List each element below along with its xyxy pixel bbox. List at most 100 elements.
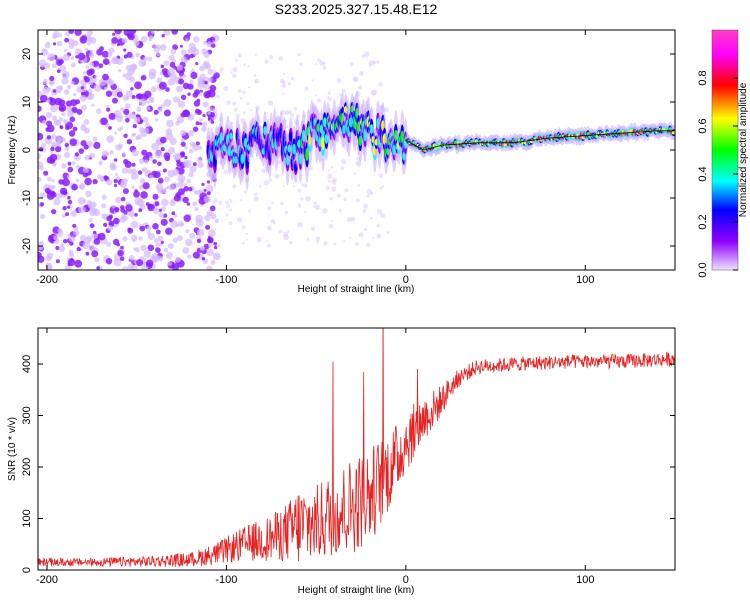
noise-speck [84, 177, 92, 186]
noise-speck [358, 232, 364, 238]
noise-speck [121, 37, 127, 43]
noise-speck [89, 81, 94, 86]
noise-speck [161, 206, 166, 212]
noise-speck [185, 229, 190, 234]
noise-speck [305, 195, 311, 202]
noise-speck [58, 33, 63, 37]
noise-speck [322, 61, 326, 65]
noise-speck [112, 97, 118, 104]
noise-speck [153, 171, 161, 179]
noise-speck [131, 149, 139, 157]
noise-speck [207, 68, 213, 75]
noise-speck [68, 130, 76, 137]
noise-speck [41, 64, 45, 68]
noise-speck [186, 179, 191, 184]
noise-speck [94, 75, 98, 79]
noise-speck [89, 152, 96, 159]
noise-speck [78, 148, 85, 154]
noise-speck [141, 149, 148, 156]
noise-speck [195, 141, 200, 146]
noise-speck [46, 87, 51, 92]
noise-speck [131, 234, 138, 242]
noise-speck [300, 197, 304, 201]
noise-speck [148, 72, 156, 80]
noise-speck [338, 208, 342, 213]
noise-speck [76, 246, 81, 252]
noise-speck [70, 210, 78, 217]
noise-speck [216, 94, 220, 99]
noise-speck [183, 183, 187, 187]
noise-speck [55, 245, 60, 251]
noise-speck [131, 185, 135, 189]
noise-speck [55, 146, 62, 153]
noise-speck [134, 81, 142, 90]
noise-speck [204, 80, 208, 85]
noise-speck [372, 236, 375, 239]
colorbar-tick-label: 0.0 [697, 262, 709, 277]
noise-speck [123, 108, 130, 115]
noise-speck [278, 56, 284, 61]
noise-speck [381, 185, 385, 188]
noise-speck [253, 196, 259, 202]
noise-speck [160, 136, 167, 144]
noise-speck [52, 63, 57, 69]
noise-speck [234, 58, 238, 62]
noise-speck [329, 197, 333, 201]
noise-speck [128, 30, 137, 35]
noise-speck [207, 77, 213, 83]
noise-speck [180, 56, 187, 63]
noise-speck [60, 107, 65, 111]
noise-speck [165, 128, 173, 135]
noise-speck [48, 97, 57, 106]
noise-speck [152, 193, 159, 200]
noise-speck [182, 109, 190, 118]
noise-speck [164, 155, 170, 162]
noise-speck [253, 74, 257, 77]
noise-speck [132, 123, 137, 129]
noise-speck [297, 221, 303, 228]
noise-speck [176, 235, 183, 242]
noise-speck [316, 240, 319, 244]
noise-speck [52, 34, 57, 40]
noise-speck [83, 144, 89, 150]
noise-speck [106, 241, 112, 247]
noise-speck [71, 106, 78, 113]
noise-speck [327, 96, 333, 101]
noise-speck [203, 91, 211, 99]
noise-speck [209, 84, 217, 92]
snr-y-label: SNR (10 * v/v) [7, 417, 18, 481]
noise-speck [91, 103, 95, 107]
noise-speck [81, 35, 87, 41]
noise-speck [107, 225, 114, 231]
snr-marks [38, 328, 675, 568]
noise-speck [233, 107, 238, 112]
noise-speck [368, 63, 372, 67]
noise-speck [315, 63, 318, 65]
noise-speck [366, 194, 370, 198]
noise-speck [180, 141, 186, 147]
noise-speck [239, 198, 243, 202]
spectrogram-x-label: Height of straight line (km) [298, 284, 415, 295]
noise-speck [169, 73, 177, 81]
noise-speck [361, 54, 366, 58]
spectrogram-y-label: Frequency (Hz) [7, 116, 18, 185]
noise-speck [142, 182, 150, 190]
noise-speck [122, 188, 129, 195]
noise-speck [72, 223, 77, 228]
noise-speck [139, 42, 143, 46]
noise-speck [187, 83, 194, 90]
noise-speck [139, 178, 146, 184]
noise-speck [123, 215, 129, 221]
noise-speck [39, 192, 46, 199]
noise-speck [67, 195, 71, 200]
noise-speck [212, 252, 221, 261]
noise-speck [105, 258, 113, 265]
noise-speck [179, 44, 183, 48]
noise-speck [180, 151, 186, 157]
noise-speck [270, 201, 274, 204]
noise-speck [71, 62, 76, 68]
noise-speck [130, 172, 139, 180]
noise-speck [219, 67, 224, 72]
noise-speck [43, 170, 49, 176]
